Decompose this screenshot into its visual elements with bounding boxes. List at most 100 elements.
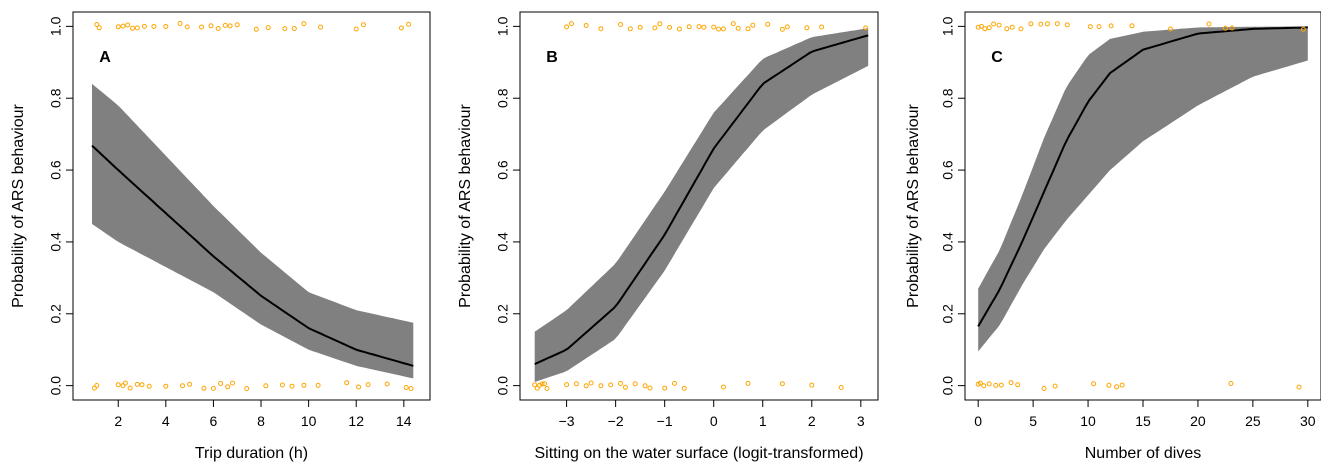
observation-point-0 [662,385,668,391]
x-tick-label: 14 [396,413,412,429]
observation-point-1 [779,26,785,32]
observation-point-1 [1168,26,1173,32]
fitted-curve [977,26,1308,327]
y-axis-title: Probability of ARS behaviour [10,103,27,307]
x-axis-title: Sitting on the water surface (logit-tran… [534,445,863,462]
observation-point-1 [318,24,323,30]
x-tick-label: 10 [301,413,317,429]
observation-point-0 [809,382,815,388]
observation-point-0 [642,383,648,389]
observation-point-0 [532,382,538,388]
observation-point-1 [360,22,366,28]
observation-point-1 [94,22,100,27]
observation-point-1 [398,25,404,31]
observation-point-1 [711,24,717,30]
panel-b: −3 −2 −1 0 1 2 3 0.0 0.2 0.4 0.6 0.8 1.0 Sitting on t… [457,11,879,462]
x-tick-label: 8 [257,413,265,429]
observation-point-0 [1008,380,1014,386]
observation-point-0 [180,383,185,389]
observation-point-0 [977,380,983,386]
observation-point-0 [1228,381,1234,386]
observation-point-1 [804,25,810,31]
y-tick-label: 0.2 [495,304,511,324]
observation-point-1 [184,24,190,30]
observation-point-1 [125,22,131,28]
confidence-band [534,28,869,382]
observation-point-0 [315,382,321,388]
y-tick-label: 0.8 [495,88,511,108]
observation-point-0 [365,382,371,388]
y-tick-label: 0.4 [940,232,956,252]
y-axis-title: Probability of ARS behaviour [905,103,922,307]
observation-point-0 [1052,383,1058,389]
observation-point-0 [618,381,623,386]
observation-point-1 [282,26,288,32]
observation-point-0 [534,385,540,391]
observation-point-1 [406,21,412,27]
observation-point-1 [1129,23,1135,29]
panel-letter: A [99,49,111,66]
y-tick-label: 0.8 [48,88,64,108]
observation-point-0 [1114,384,1120,390]
observation-point-0 [1106,382,1112,388]
observation-point-0 [1041,386,1047,391]
observation-point-0 [779,381,785,387]
y-tick-label: 0.0 [495,376,511,396]
y-tick-label: 0.2 [48,304,64,324]
observation-point-0 [588,380,594,386]
observation-point-1 [982,26,988,32]
observation-point-1 [1064,22,1070,28]
x-tick-label: 10 [1080,413,1096,429]
observation-point-0 [622,384,628,390]
observation-point-0 [721,384,726,390]
x-tick-label: 2 [808,413,816,429]
observation-point-1 [583,23,589,28]
observation-point-0 [163,383,169,389]
x-tick-label: −2 [608,413,624,429]
observation-point-0 [542,381,547,387]
observation-point-1 [96,25,102,31]
observation-point-0 [1296,384,1302,390]
observation-point-1 [975,24,981,30]
observation-point-0 [201,385,207,391]
observation-point-1 [227,23,233,29]
observation-point-0 [1119,382,1125,388]
observation-point-1 [253,26,259,32]
x-tick-label: 0 [710,413,718,429]
observation-point-1 [863,25,869,31]
observation-point-1 [819,24,825,30]
observation-point-1 [721,26,726,32]
observation-point-0 [139,382,145,388]
y-tick-label: 0.6 [495,160,511,180]
observation-point-1 [618,22,623,27]
observation-point-1 [1096,24,1102,30]
y-tick-label: 0.8 [940,88,956,108]
x-tick-label: 0 [974,413,982,429]
x-tick-label: 30 [1300,413,1316,429]
observation-point-1 [765,21,771,27]
observation-point-1 [222,22,228,28]
observation-point-0 [120,383,126,389]
observation-point-1 [1206,21,1212,27]
x-tick-label: 12 [348,413,364,429]
observation-point-0 [210,385,216,391]
observation-point-1 [716,26,722,32]
observation-point-1 [1222,25,1228,31]
observation-point-0 [94,383,100,388]
observation-point-0 [539,381,545,387]
observation-point-0 [403,385,409,390]
observation-point-1 [750,22,756,28]
x-tick-label: 2 [114,413,122,429]
observation-point-0 [537,382,543,388]
observation-point-1 [199,24,204,30]
observation-point-0 [187,381,193,387]
observation-point-1 [1054,21,1060,27]
panel-a: 2 4 6 8 10 12 14 0.0 0.2 0.4 0.6 0.8 1.0 Trip duratio… [10,11,431,462]
observation-point-1 [353,26,359,32]
observation-point-1 [991,21,997,27]
observation-point-1 [1087,24,1093,30]
y-tick-label: 1.0 [940,16,956,36]
observation-point-0 [301,382,307,388]
observation-point-0 [146,383,152,389]
y-axis-title: Probability of ARS behaviour [457,103,474,307]
